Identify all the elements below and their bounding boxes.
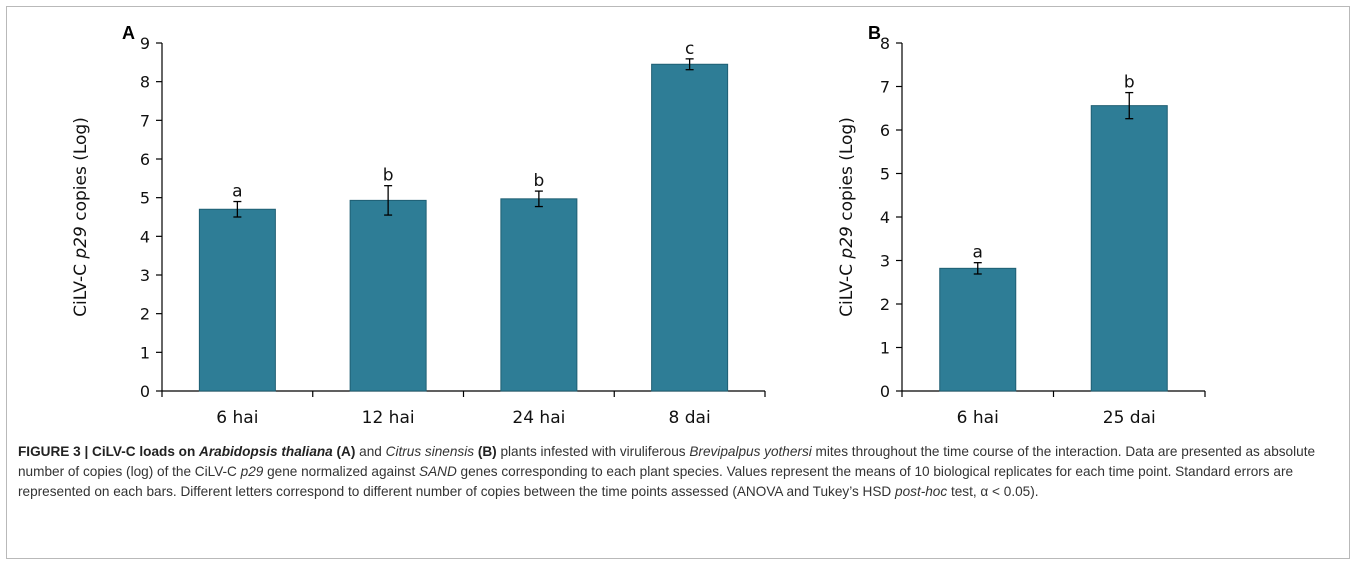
caption-gene: p29: [240, 464, 264, 479]
y-tick-label: 2: [140, 305, 150, 324]
y-tick-label: 7: [880, 78, 890, 97]
y-axis-label: CiLV-C p29 copies (Log): [71, 117, 91, 317]
y-tick-label: 4: [140, 227, 150, 246]
chart-a: A 0 1 2 3 4 5 6 7 8 9 CiLV-C p29 copies (Log) a 6 hai…: [71, 23, 766, 428]
caption-species-a: Arabidopsis thaliana: [199, 444, 333, 459]
y-tick-label: 7: [140, 111, 150, 130]
bar: [349, 199, 427, 392]
caption-posthoc: post-hoc: [895, 484, 948, 499]
significance-letter: b: [533, 171, 544, 191]
y-tick-label: 0: [880, 382, 890, 401]
caption-label: FIGURE 3 | CiLV-C loads on: [18, 444, 200, 459]
y-tick-label: 5: [140, 189, 150, 208]
significance-letter: a: [973, 243, 983, 263]
caption-tag-a: (A): [336, 444, 356, 459]
bar: [198, 208, 276, 392]
bar: [939, 267, 1017, 392]
y-axis-label: CiLV-C p29 copies (Log): [837, 117, 857, 317]
y-tick-label: 6: [140, 150, 150, 169]
x-tick-label: 24 hai: [512, 408, 565, 428]
y-tick-label: 2: [880, 295, 890, 314]
bar: [1090, 105, 1168, 392]
significance-letter: b: [383, 166, 394, 186]
caption-text5: test, α < 0.05).: [947, 484, 1039, 499]
y-tick-label: 1: [880, 339, 890, 358]
caption-text1: plants infested with viruliferous: [496, 444, 690, 459]
significance-letter: c: [685, 39, 694, 59]
x-tick-label: 8 dai: [669, 408, 711, 428]
caption-and: and: [355, 444, 386, 459]
caption-tag-b: (B): [477, 444, 497, 459]
caption-mite: Brevipalpus yothersi: [689, 444, 812, 459]
y-tick-label: 0: [140, 382, 150, 401]
x-tick-label: 25 dai: [1103, 408, 1156, 428]
panel-letter: A: [122, 23, 135, 43]
panel-letter: B: [868, 23, 881, 43]
y-tick-label: 4: [880, 208, 890, 227]
y-tick-label: 8: [140, 73, 150, 92]
y-tick-label: 8: [880, 34, 890, 53]
y-tick-label: 9: [140, 34, 150, 53]
bar: [651, 63, 729, 392]
x-tick-label: 12 hai: [362, 408, 415, 428]
caption-text2: mites throughout the time course of the …: [18, 444, 1316, 479]
y-tick-label: 3: [140, 266, 150, 285]
significance-letter: b: [1124, 73, 1135, 93]
figure-frame: [6, 6, 1350, 559]
caption-text3: gene normalized against: [263, 464, 419, 479]
caption-text4: genes corresponding to each plant specie…: [18, 464, 1294, 499]
y-tick-label: 1: [140, 343, 150, 362]
bar: [500, 198, 578, 392]
y-tick-label: 3: [880, 252, 890, 271]
y-tick-label: 5: [880, 165, 890, 184]
caption-ref: SAND: [419, 464, 457, 479]
y-tick-label: 6: [880, 121, 890, 140]
figure-caption: FIGURE 3 | CiLV-C loads on Arabidopsis t…: [18, 442, 1338, 502]
x-tick-label: 6 hai: [957, 408, 999, 428]
chart-b: B 0 1 2 3 4 5 6 7 8 CiLV-C p29 copies (Log) a 6 hai b…: [837, 23, 1206, 428]
x-tick-label: 6 hai: [216, 408, 258, 428]
caption-species-b: Citrus sinensis: [385, 444, 475, 459]
significance-letter: a: [232, 182, 242, 202]
